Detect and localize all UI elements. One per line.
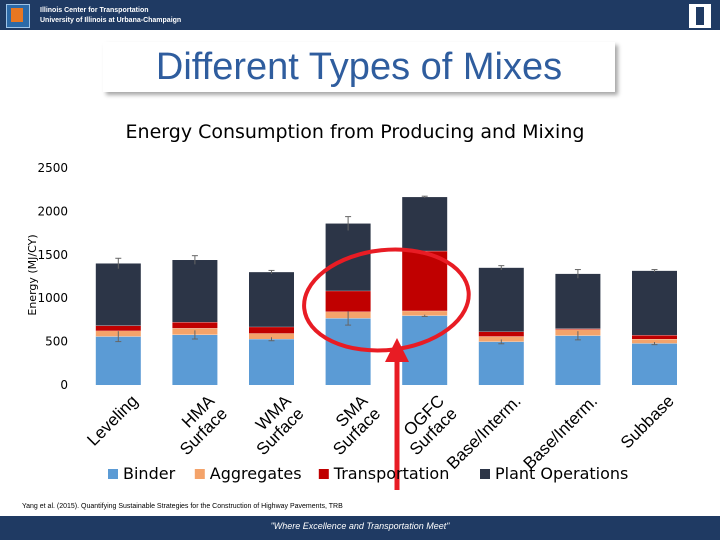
bar-segment-transportation [249,326,294,334]
y-tick-label: 2500 [37,161,68,175]
bar-segment-plant-operations [478,267,524,332]
bar-segment-transportation [555,328,601,330]
bar-segment-plant-operations [402,197,448,251]
slide-title: Different Types of Mixes [155,46,563,88]
legend-swatch-binder [108,469,118,479]
bar-segment-plant-operations [555,273,601,329]
bar-segment-transportation [402,250,448,311]
y-tick-label: 2000 [37,204,68,218]
bar-segment-transportation [95,325,141,331]
bar-segment-aggregates [478,336,524,342]
y-tick-label: 0 [60,378,68,392]
x-tick-label: Leveling [83,391,141,449]
title-box: Different Types of Mixes [103,42,615,92]
y-tick-label: 1000 [37,291,68,305]
legend-label-aggregates: Aggregates [210,464,302,483]
bar-segment-binder [478,341,524,385]
x-tick-label: Subbase [617,391,678,452]
illinois-i-logo-icon [688,3,712,29]
header-bar: Illinois Center for Transportation Unive… [0,0,720,30]
legend-label-plant-operations: Plant Operations [495,464,628,483]
footer-bar: "Where Excellence and Transportation Mee… [0,516,720,540]
bar-segment-aggregates [402,310,448,316]
bar-segment-transportation [172,322,218,329]
bar-segment-transportation [478,331,524,337]
bar-segment-binder [555,335,601,385]
ict-logo-icon [6,4,30,28]
bar-segment-plant-operations [249,272,294,327]
legend-label-transportation: Transportation [333,464,450,483]
bar-segment-binder [95,336,141,385]
x-tick-label: OGFCSurface [393,391,461,459]
bar-segment-aggregates [249,333,294,339]
y-axis-label: Energy (MJ/CY) [26,234,39,315]
x-tick-label: Base/Interm. [520,391,602,473]
citation: Yang et al. (2015). Quantifying Sustaina… [22,503,343,510]
header-line-1: Illinois Center for Transportation [40,7,149,14]
x-tick-label: Base/Interm. [443,391,525,473]
x-tick-label: HMASurface [163,391,231,459]
footer-text: "Where Excellence and Transportation Mee… [270,521,450,531]
bar-segment-plant-operations [95,263,141,326]
bar-segment-binder [402,315,448,385]
bar-segment-binder [172,334,218,385]
x-tick-label: SMASurface [317,391,385,459]
legend-swatch-transportation [318,469,329,479]
highlight-ellipse [302,247,471,353]
chart-title: Energy Consumption from Producing and Mi… [126,121,585,143]
y-tick-label: 500 [45,335,68,349]
legend-swatch-plant-operations [480,469,490,479]
bar-segment-plant-operations [632,270,677,336]
bar-segment-aggregates [632,338,677,344]
highlight-arrow-head [385,338,409,362]
legend-swatch-aggregates [194,469,205,479]
bar-segment-binder [249,338,294,385]
bar-segment-binder [632,343,677,385]
legend-label-binder: Binder [123,464,176,483]
bar-segment-plant-operations [172,260,218,323]
x-tick-label: WMASurface [240,391,308,459]
y-tick-label: 1500 [37,248,68,262]
header-line-2: University of Illinois at Urbana-Champai… [40,17,182,24]
bar-segment-transportation [632,335,677,339]
bar-segment-transportation [325,290,371,312]
